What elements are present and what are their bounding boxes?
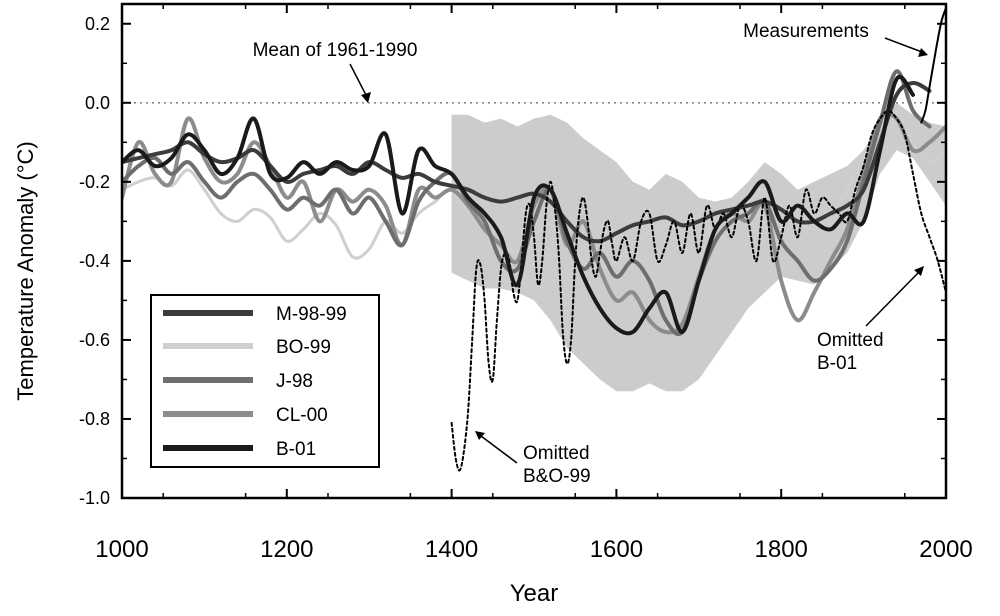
x-tick-label: 1600 — [590, 536, 643, 563]
series-layer — [122, 7, 946, 472]
y-tick-label: -0.6 — [79, 330, 110, 350]
y-tick-label: -0.8 — [79, 409, 110, 429]
y-tick-label: -1.0 — [79, 488, 110, 508]
x-tick-label: 1200 — [260, 536, 313, 563]
annotation-omitted-b01-arrow — [865, 271, 920, 327]
y-tick-label: 0.2 — [85, 14, 110, 34]
series-line-omitted-b-o-99 — [450, 109, 946, 472]
annotation-omitted-b01-label-line1: Omitted — [817, 330, 884, 351]
x-tick-label: 1800 — [755, 536, 808, 563]
annotation-mean-label: Mean of 1961-1990 — [253, 40, 418, 61]
annotation-measurements-arrow — [884, 37, 923, 53]
x-tick-label: 1000 — [95, 536, 148, 563]
annotation-mean-arrow — [349, 63, 368, 98]
arrowhead-icon — [475, 431, 485, 440]
annotations: Mean of 1961-1990 Measurements Omitted B… — [253, 21, 928, 487]
y-tick-label: 0.0 — [85, 93, 110, 113]
annotation-omitted-b01-label-line2: B-01 — [817, 353, 857, 374]
legend-label-m-98-99: M-98-99 — [276, 304, 347, 325]
legend-label-cl-00: CL-00 — [276, 405, 328, 426]
y-tick-label: -0.2 — [79, 172, 110, 192]
x-tick-label: 1400 — [425, 536, 478, 563]
arrowhead-icon — [918, 48, 928, 57]
annotation-omitted-bo-label-line2: B&O-99 — [523, 466, 591, 487]
y-axis-label: Temperature Anomaly (°C) — [13, 141, 38, 400]
y-axis: 0.2 0.0 -0.2 -0.4 -0.6 -0.8 -1.0 — [79, 14, 946, 508]
plot-frame — [120, 2, 948, 500]
annotation-omitted-bo-arrow — [480, 435, 518, 464]
legend-label-b-01: B-01 — [276, 439, 316, 460]
arrowhead-icon — [361, 92, 371, 103]
series-line-measurements — [920, 7, 946, 124]
uncertainty-band — [451, 102, 946, 392]
legend-label-bo-99: BO-99 — [276, 337, 331, 358]
x-axis: 1000 1200 1400 1600 1800 2000 — [95, 4, 973, 563]
arrowhead-icon — [914, 266, 924, 276]
x-tick-label: 2000 — [919, 536, 972, 563]
uncertainty-band-layer — [451, 102, 946, 392]
annotation-measurements-label: Measurements — [743, 21, 869, 42]
legend: M-98-99 BO-99 J-98 CL-00 B-01 — [150, 294, 380, 468]
series-line-b-01 — [122, 75, 915, 336]
series-line-m-98-99 — [122, 81, 932, 244]
annotation-omitted-bo-label-line1: Omitted — [523, 443, 590, 464]
legend-label-j-98: J-98 — [276, 371, 313, 392]
x-axis-label: Year — [510, 580, 559, 607]
y-tick-label: -0.4 — [79, 251, 110, 271]
